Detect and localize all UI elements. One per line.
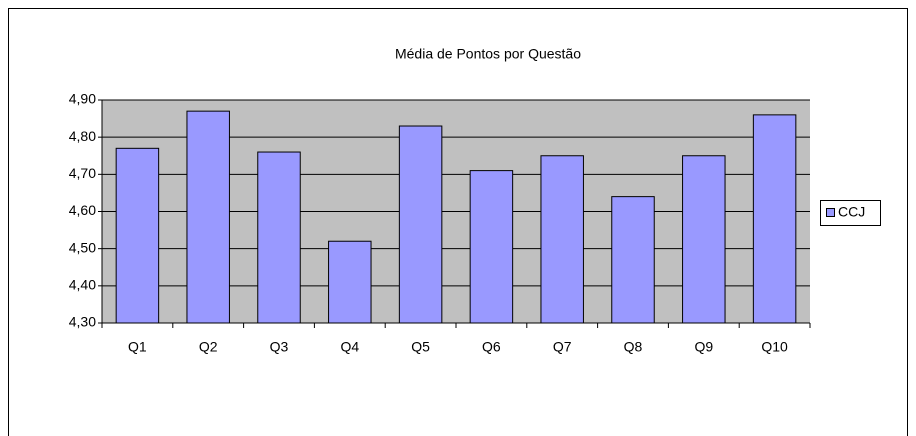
y-tick-label: 4,90 (69, 91, 96, 107)
x-tick-label: Q5 (411, 339, 430, 355)
bar (611, 196, 655, 324)
legend-label: CCJ (838, 204, 865, 220)
bar (682, 155, 726, 324)
bar (328, 240, 372, 324)
x-tick-label: Q1 (128, 339, 147, 355)
x-tick-label: Q3 (270, 339, 289, 355)
legend-swatch (826, 208, 835, 217)
bar (540, 155, 584, 324)
x-tick-label: Q8 (624, 339, 643, 355)
bar (186, 110, 230, 324)
bar (257, 151, 301, 324)
bar (752, 114, 797, 324)
y-tick-label: 4,70 (69, 165, 96, 181)
x-tick-label: Q9 (694, 339, 713, 355)
bar (469, 170, 514, 324)
x-tick-label: Q7 (553, 339, 572, 355)
chart-border (8, 8, 908, 436)
x-tick-label: Q10 (761, 339, 788, 355)
y-tick-label: 4,50 (69, 239, 96, 255)
y-tick-label: 4,40 (69, 277, 96, 293)
chart-title: Média de Pontos por Questão (395, 46, 581, 62)
bar (115, 147, 160, 324)
y-tick-label: 4,60 (69, 202, 96, 218)
y-tick-label: 4,80 (69, 128, 96, 144)
x-tick-label: Q2 (199, 339, 218, 355)
x-tick-label: Q4 (340, 339, 359, 355)
bar (398, 125, 443, 324)
y-tick-label: 4,30 (69, 314, 96, 330)
x-tick-label: Q6 (482, 339, 501, 355)
